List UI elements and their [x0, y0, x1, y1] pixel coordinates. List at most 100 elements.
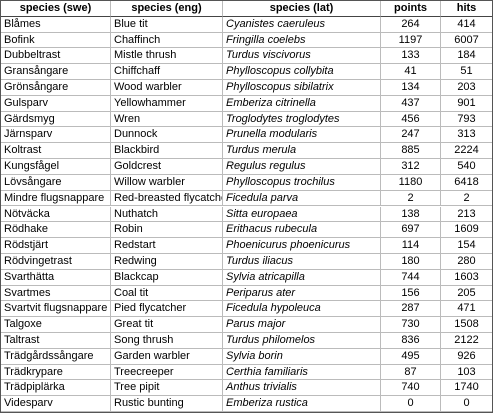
table-cell: 154: [441, 238, 492, 254]
table-cell: 740: [381, 380, 441, 397]
table-cell: Trädkrypare: [1, 364, 111, 381]
table-cell: 114: [381, 238, 441, 254]
table-cell: Emberiza citrinella: [223, 95, 381, 112]
table-cell: Chaffinch: [111, 32, 223, 49]
table-cell: 205: [441, 286, 492, 302]
table-cell: 312: [381, 159, 441, 175]
table-cell: Svartmes: [1, 285, 111, 302]
table-cell: 414: [441, 17, 492, 33]
table-cell: Tree pipit: [111, 380, 223, 397]
table-cell: Phoenicurus phoenicurus: [223, 238, 381, 254]
table-cell: Rödvingetrast: [1, 253, 111, 270]
table-cell: 730: [381, 317, 441, 333]
table-cell: 264: [381, 16, 441, 33]
table-cell: Turdus philomelos: [223, 332, 381, 349]
table-cell: Regulus regulus: [223, 159, 381, 175]
table-cell: 203: [441, 80, 492, 96]
table-cell: Turdus viscivorus: [223, 48, 381, 65]
table-cell: 87: [381, 364, 441, 381]
table-cell: Treecreeper: [111, 364, 223, 381]
table-cell: Kungsfågel: [1, 159, 111, 175]
table-cell: Pied flycatcher: [111, 301, 223, 318]
table-cell: Prunella modularis: [223, 127, 381, 144]
table-cell: 2122: [441, 333, 492, 349]
table-cell: 456: [381, 111, 441, 128]
table-cell: Blackcap: [111, 269, 223, 286]
table-cell: 41: [381, 64, 441, 81]
table-cell: Turdus merula: [223, 143, 381, 160]
table-cell: 495: [381, 348, 441, 365]
table-cell: Phylloscopus sibilatrix: [223, 80, 381, 96]
table-cell: Talgoxe: [1, 317, 111, 333]
table-cell: Nuthatch: [111, 206, 223, 223]
table-cell: Emberiza rustica: [223, 396, 381, 412]
table-cell: Gärdsmyg: [1, 111, 111, 128]
table-cell: Fringilla coelebs: [223, 32, 381, 49]
table-cell: 2224: [441, 143, 492, 160]
table-cell: Dubbeltrast: [1, 48, 111, 65]
header-cell: species (lat): [223, 1, 381, 17]
table-cell: Bofink: [1, 32, 111, 49]
table-cell: 926: [441, 349, 492, 365]
table-cell: Certhia familiaris: [223, 364, 381, 381]
table-cell: Troglodytes troglodytes: [223, 111, 381, 128]
table-cell: 313: [441, 127, 492, 144]
table-cell: 0: [381, 396, 441, 412]
table-cell: Blackbird: [111, 143, 223, 160]
table-cell: Song thrush: [111, 332, 223, 349]
table-cell: Erithacus rubecula: [223, 222, 381, 239]
table-cell: Rödstjärt: [1, 238, 111, 254]
table-cell: Nötväcka: [1, 206, 111, 223]
table-cell: Periparus ater: [223, 285, 381, 302]
table-cell: Wren: [111, 111, 223, 128]
table-cell: 2: [381, 190, 441, 207]
table-cell: Mistle thrush: [111, 48, 223, 65]
table-cell: Mindre flugsnappare: [1, 190, 111, 207]
table-cell: 836: [381, 332, 441, 349]
header-cell: species (swe): [1, 1, 111, 17]
table-cell: Wood warbler: [111, 80, 223, 96]
table-cell: Turdus iliacus: [223, 253, 381, 270]
table-cell: 1609: [441, 222, 492, 239]
table-cell: Redwing: [111, 253, 223, 270]
header-cell: points: [381, 1, 441, 17]
table-cell: Trädpiplärka: [1, 380, 111, 397]
table-cell: Phylloscopus collybita: [223, 64, 381, 81]
table-cell: 287: [381, 301, 441, 318]
table-cell: Sylvia borin: [223, 348, 381, 365]
header-cell: hits: [441, 1, 492, 17]
table-cell: 133: [381, 48, 441, 65]
table-cell: 2: [441, 191, 492, 207]
table-cell: Yellowhammer: [111, 95, 223, 112]
table-cell: Ficedula hypoleuca: [223, 301, 381, 318]
table-cell: Redstart: [111, 238, 223, 254]
table-cell: 0: [441, 396, 492, 412]
table-cell: Rödhake: [1, 222, 111, 239]
table-cell: 471: [441, 301, 492, 318]
table-cell: 744: [381, 269, 441, 286]
table-cell: Willow warbler: [111, 174, 223, 191]
table-cell: Red-breasted flycatcher: [111, 190, 223, 207]
table-cell: Svartvit flugsnappare: [1, 301, 111, 318]
table-cell: Taltrast: [1, 332, 111, 349]
table-cell: Goldcrest: [111, 159, 223, 175]
table-cell: Videsparv: [1, 396, 111, 412]
table-cell: Ficedula parva: [223, 190, 381, 207]
table-cell: Gransångare: [1, 64, 111, 81]
table-cell: 697: [381, 222, 441, 239]
table-cell: 1197: [381, 32, 441, 49]
header-cell: species (eng): [111, 1, 223, 17]
table-cell: 1180: [381, 174, 441, 191]
table-cell: 51: [441, 64, 492, 81]
table-cell: 1508: [441, 317, 492, 333]
table-cell: Järnsparv: [1, 127, 111, 144]
table-cell: 1740: [441, 380, 492, 397]
table-cell: 213: [441, 207, 492, 223]
table-cell: Parus major: [223, 317, 381, 333]
table-cell: 103: [441, 365, 492, 381]
table-cell: 793: [441, 112, 492, 128]
table-cell: 6418: [441, 175, 492, 191]
table-cell: 180: [381, 253, 441, 270]
table-cell: Sylvia atricapilla: [223, 269, 381, 286]
